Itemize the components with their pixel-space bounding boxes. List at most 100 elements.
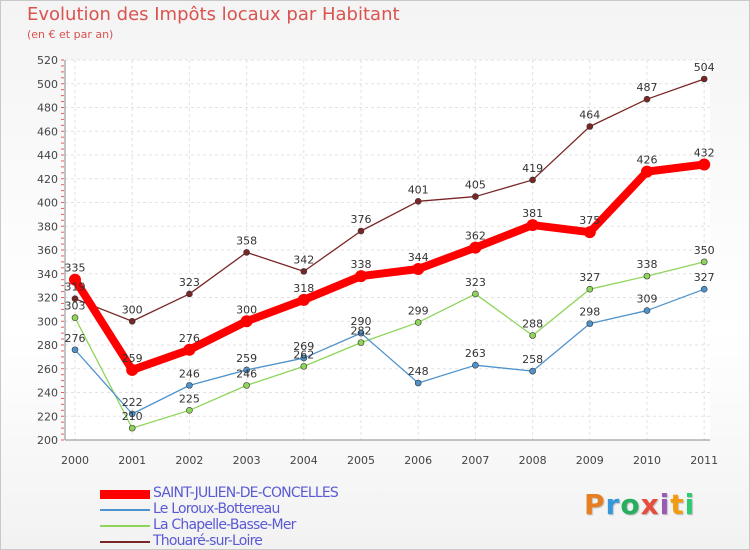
legend-label: Thouaré-sur-Loire xyxy=(153,533,263,549)
data-point-thouar-sur-loire xyxy=(472,193,479,200)
y-tick-label: 500 xyxy=(37,78,58,91)
data-point-la-chapelle-basse-mer xyxy=(643,272,651,280)
data-label-la-chapelle-basse-mer: 350 xyxy=(694,244,715,257)
data-point-la-chapelle-basse-mer xyxy=(243,382,250,389)
data-point-la-chapelle-basse-mer xyxy=(300,363,308,370)
legend-label: La Chapelle-Basse-Mer xyxy=(153,517,296,533)
data-point-le-loroux-bottereau xyxy=(71,346,79,354)
data-point-le-loroux-bottereau xyxy=(586,320,594,327)
data-point-thouar-sur-loire xyxy=(586,123,594,130)
logo-letter: P xyxy=(584,488,606,521)
data-label-le-loroux-bottereau: 269 xyxy=(293,340,314,353)
data-point-la-chapelle-basse-mer xyxy=(529,332,536,339)
data-point-le-loroux-bottereau xyxy=(128,410,136,418)
data-label-thouar-sur-loire: 319 xyxy=(65,281,86,294)
data-label-saint-julien-de-concelles: 338 xyxy=(351,258,372,271)
data-point-la-chapelle-basse-mer xyxy=(472,290,479,298)
data-label-le-loroux-bottereau: 298 xyxy=(579,306,600,319)
y-tick-label: 220 xyxy=(37,410,58,423)
chart-title: Evolution des Impôts locaux par Habitant xyxy=(27,4,400,25)
data-label-la-chapelle-basse-mer: 210 xyxy=(122,410,143,423)
data-label-saint-julien-de-concelles: 300 xyxy=(236,303,257,316)
data-label-saint-julien-de-concelles: 259 xyxy=(122,352,143,365)
data-label-la-chapelle-basse-mer: 338 xyxy=(637,258,658,271)
y-tick-label: 200 xyxy=(37,434,58,447)
logo-letter: r xyxy=(605,488,621,521)
data-label-thouar-sur-loire: 376 xyxy=(351,213,372,226)
y-tick-label: 440 xyxy=(37,149,58,162)
legend-label: Le Loroux-Bottereau xyxy=(153,501,280,517)
data-point-le-loroux-bottereau xyxy=(700,285,708,293)
y-tick-label: 240 xyxy=(37,387,58,400)
data-point-saint-julien-de-concelles xyxy=(583,226,596,239)
data-label-thouar-sur-loire: 300 xyxy=(122,303,143,316)
data-point-saint-julien-de-concelles xyxy=(183,343,196,356)
y-tick-label: 280 xyxy=(37,339,58,352)
data-point-thouar-sur-loire xyxy=(357,227,365,235)
data-label-saint-julien-de-concelles: 344 xyxy=(408,251,429,264)
data-point-thouar-sur-loire xyxy=(414,198,422,205)
x-tick-label: 2005 xyxy=(347,454,375,467)
legend-swatch xyxy=(100,489,150,499)
data-point-thouar-sur-loire xyxy=(643,95,651,103)
logo-letter: x xyxy=(640,488,660,521)
data-point-thouar-sur-loire xyxy=(700,75,708,83)
legend-swatch xyxy=(100,541,150,543)
data-label-saint-julien-de-concelles: 335 xyxy=(65,262,86,275)
data-point-la-chapelle-basse-mer xyxy=(586,285,594,293)
data-label-la-chapelle-basse-mer: 282 xyxy=(351,325,372,338)
logo-letter: i xyxy=(684,488,696,521)
data-point-la-chapelle-basse-mer xyxy=(700,258,708,266)
y-tick-label: 460 xyxy=(37,125,58,138)
data-point-thouar-sur-loire xyxy=(128,317,136,325)
logo-letter: o xyxy=(620,488,641,521)
logo-letter: i xyxy=(659,488,671,521)
logo-letter: t xyxy=(670,488,685,521)
data-label-la-chapelle-basse-mer: 288 xyxy=(522,318,543,331)
data-label-la-chapelle-basse-mer: 327 xyxy=(579,271,600,284)
data-label-le-loroux-bottereau: 248 xyxy=(408,365,429,378)
data-point-saint-julien-de-concelles xyxy=(240,315,253,328)
x-tick-label: 2011 xyxy=(690,454,718,467)
data-point-le-loroux-bottereau xyxy=(643,307,651,314)
data-label-le-loroux-bottereau: 222 xyxy=(122,396,143,409)
data-label-thouar-sur-loire: 342 xyxy=(293,253,314,266)
data-label-le-loroux-bottereau: 263 xyxy=(465,347,486,360)
y-tick-label: 380 xyxy=(37,220,58,233)
data-point-thouar-sur-loire xyxy=(243,249,250,256)
data-label-saint-julien-de-concelles: 362 xyxy=(465,230,486,243)
series-line-la-chapelle-basse-mer xyxy=(74,261,705,429)
y-tick-label: 420 xyxy=(37,173,58,186)
data-point-saint-julien-de-concelles xyxy=(412,263,425,275)
legend-swatch xyxy=(100,525,150,527)
data-point-thouar-sur-loire xyxy=(186,290,193,298)
x-tick-label: 2007 xyxy=(461,454,489,467)
legend-label: SAINT-JULIEN-DE-CONCELLES xyxy=(153,485,339,501)
data-label-le-loroux-bottereau: 258 xyxy=(522,353,543,366)
data-point-le-loroux-bottereau xyxy=(472,361,479,369)
y-tick-label: 320 xyxy=(37,292,58,305)
data-point-la-chapelle-basse-mer xyxy=(128,424,136,432)
data-label-la-chapelle-basse-mer: 299 xyxy=(408,304,429,317)
data-point-saint-julien-de-concelles xyxy=(297,293,310,306)
data-point-thouar-sur-loire xyxy=(529,176,536,184)
x-tick-label: 2001 xyxy=(118,454,146,467)
x-tick-label: 2000 xyxy=(61,454,89,467)
x-tick-label: 2006 xyxy=(404,454,432,467)
data-label-thouar-sur-loire: 504 xyxy=(694,61,715,74)
y-tick-label: 360 xyxy=(37,244,58,257)
data-point-saint-julien-de-concelles xyxy=(126,363,139,376)
data-label-saint-julien-de-concelles: 381 xyxy=(522,207,543,220)
data-label-saint-julien-de-concelles: 432 xyxy=(694,147,715,160)
series-line-thouar-sur-loire xyxy=(74,78,705,322)
data-label-thouar-sur-loire: 419 xyxy=(522,162,543,175)
series-line-saint-julien-de-concelles xyxy=(71,160,709,374)
data-label-la-chapelle-basse-mer: 225 xyxy=(179,392,200,405)
data-label-la-chapelle-basse-mer: 246 xyxy=(236,367,257,380)
data-label-le-loroux-bottereau: 309 xyxy=(637,293,658,306)
data-label-thouar-sur-loire: 405 xyxy=(465,179,486,192)
data-point-thouar-sur-loire xyxy=(300,268,308,275)
data-point-saint-julien-de-concelles xyxy=(69,273,81,286)
data-point-le-loroux-bottereau xyxy=(186,382,193,389)
